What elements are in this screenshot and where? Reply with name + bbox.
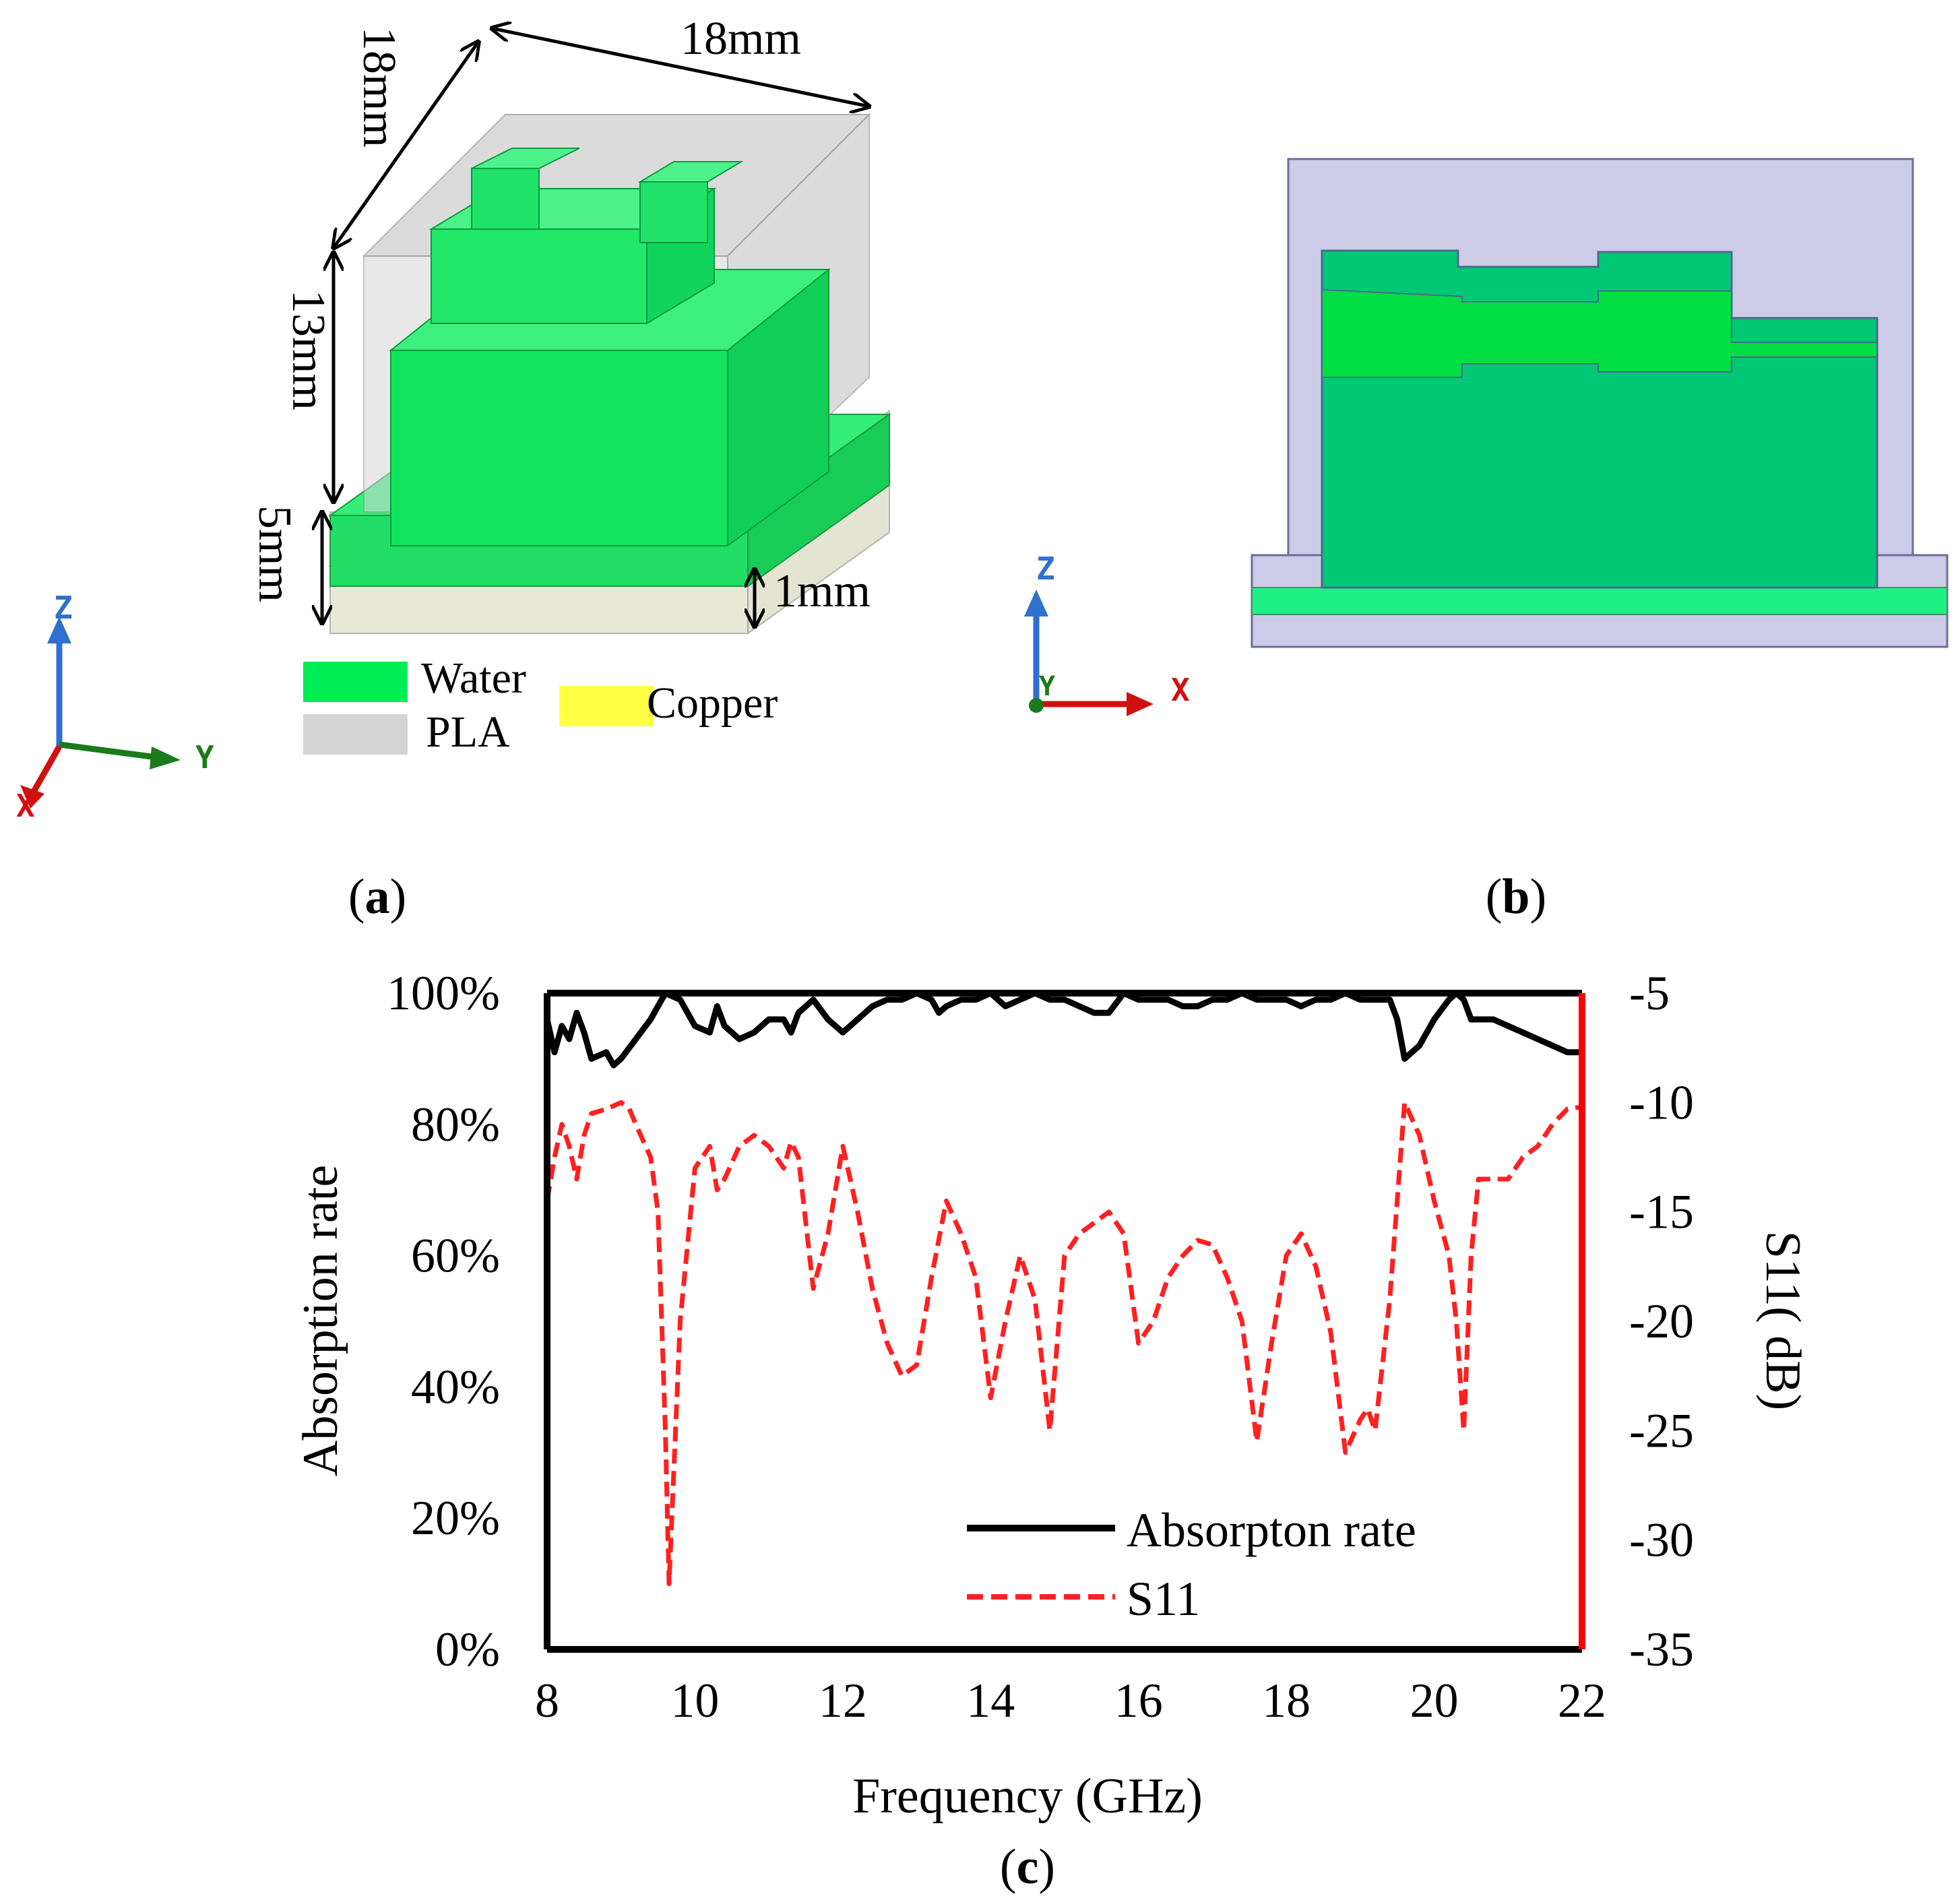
water-layer-right (747, 413, 890, 588)
triad-a-y-arrowhead (150, 747, 181, 769)
y-tick-label-left: 80% (411, 1098, 500, 1151)
water-profile-band (1321, 288, 1878, 378)
triad-a-z-label: Z (54, 590, 73, 626)
water-tower-right-top (637, 161, 744, 183)
tick-labels: 8 10 12 14 16 18 20 22 0% 20% 40% 60% 80% 100% -35 -30 -… (387, 966, 1694, 1728)
y-tick-label-left: 100% (387, 966, 500, 1020)
triad-b-x-label: X (1171, 672, 1190, 708)
x-tick-label: 16 (1114, 1674, 1163, 1728)
x-tick-label: 20 (1410, 1674, 1459, 1728)
triad-b-x-arrowhead (1127, 692, 1153, 716)
water-tower-left-top (471, 148, 580, 169)
x-tick-label: 8 (535, 1674, 559, 1728)
triad-a-y-axis (59, 741, 162, 761)
caption-a: (a) (348, 869, 406, 924)
series-line-s11 (544, 1100, 1583, 1587)
y-tick-label-right: -25 (1629, 1403, 1694, 1457)
x-tick-label: 14 (966, 1674, 1015, 1728)
dim-arrow-depth (334, 42, 478, 248)
panel-a: 18mm 18mm 13mm 5mm 1mm Water PLA Copper … (16, 13, 892, 924)
y-tick-label-right: -20 (1629, 1294, 1694, 1348)
triad-b-z-label: Z (1036, 550, 1055, 587)
x-tick-label: 10 (670, 1674, 719, 1728)
legend-copper-swatch (559, 686, 654, 726)
y-tick-label-right: -10 (1629, 1075, 1694, 1129)
y-tick-label-right: -15 (1629, 1185, 1694, 1239)
y-tick-label-left: 60% (411, 1229, 500, 1283)
triad-a-z-arrowhead (47, 616, 71, 643)
water-block-front (390, 350, 728, 546)
y-tick-label-left: 20% (411, 1491, 500, 1545)
dim-label-base: 5mm (249, 505, 301, 602)
dim-label-width: 18mm (681, 13, 801, 65)
water-layer-side (1251, 587, 1948, 615)
caption-c: (c) (1000, 1839, 1055, 1895)
triad-a-x-label: X (16, 788, 35, 824)
y-tick-label-right: -5 (1629, 966, 1670, 1020)
legend-pla-label: PLA (426, 707, 510, 757)
y-tick-label-right: -30 (1629, 1513, 1694, 1567)
x-tick-label: 22 (1558, 1674, 1606, 1728)
series-line-absorption (544, 990, 1582, 1069)
triad-b-y-axis (1029, 698, 1044, 713)
legend-pla-swatch (303, 714, 408, 755)
triad-b-y-label: Y (1039, 671, 1055, 702)
y-tick-label-left: 0% (435, 1622, 500, 1676)
dim-label-water: 1mm (773, 565, 871, 617)
legend-water-label: Water (421, 654, 526, 703)
y-tick-label-left: 40% (411, 1360, 500, 1414)
triad-b-z-arrowhead (1024, 590, 1048, 616)
triad-a-y-label: Y (195, 739, 214, 776)
panel-b: Z X Y (b) (1024, 158, 1949, 924)
water-tower-right (639, 181, 708, 243)
x-axis-title: Frequency (GHz) (852, 1769, 1203, 1824)
legend-label-s11: S11 (1127, 1572, 1200, 1626)
dim-label-depth: 18mm (353, 27, 405, 148)
y-axis-title-left: Absorption rate (293, 1165, 348, 1476)
triad-a-x-arrowhead (20, 785, 44, 809)
y-axis-title-right: S11( dB) (1755, 1231, 1810, 1411)
water-step-upper (431, 228, 647, 324)
plot-area (544, 990, 1585, 1653)
dim-label-height: 13mm (282, 290, 334, 410)
water-tower-left (471, 168, 540, 230)
x-tick-label: 18 (1262, 1674, 1310, 1728)
x-tick-label: 12 (819, 1674, 867, 1728)
dim-arrow-width (492, 28, 869, 106)
triad-a-x-axis (31, 745, 62, 794)
panel-c-chart: 8 10 12 14 16 18 20 22 0% 20% 40% 60% 80% 100% -35 -30 -… (293, 966, 1810, 1895)
legend-water-swatch (303, 662, 408, 702)
caption-b: (b) (1486, 869, 1546, 924)
legend-label-absorption: Absorpton rate (1127, 1503, 1416, 1557)
y-tick-label-right: -35 (1629, 1622, 1694, 1676)
legend-copper-label: Copper (647, 678, 778, 728)
